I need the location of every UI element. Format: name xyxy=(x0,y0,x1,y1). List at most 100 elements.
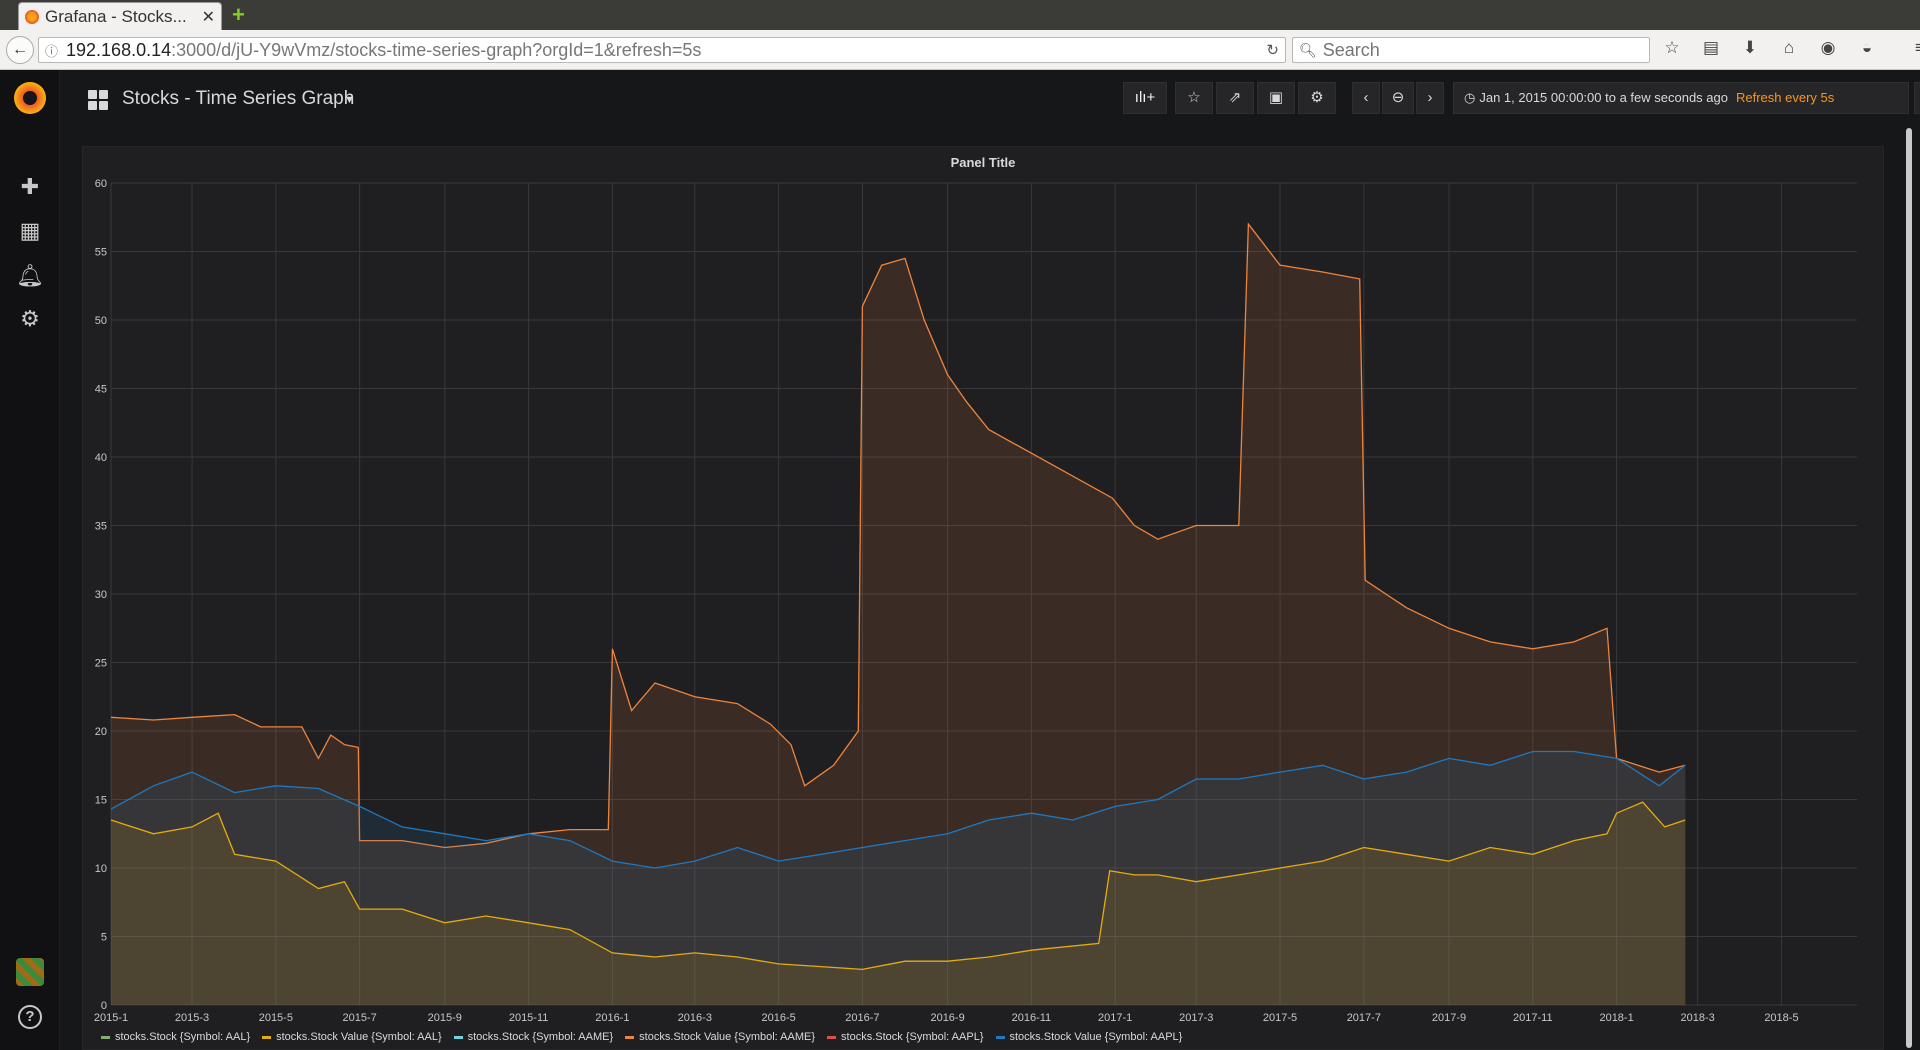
y-tick-label: 30 xyxy=(95,589,107,601)
legend-swatch xyxy=(262,1035,272,1039)
tab-title: Grafana - Stocks... xyxy=(45,6,187,26)
create-plus-icon[interactable]: ✚ xyxy=(20,174,40,199)
x-tick-label: 2015-5 xyxy=(259,1012,293,1024)
x-tick-label: 2018-5 xyxy=(1764,1012,1798,1024)
legend-label: stocks.Stock {Symbol: AAL} xyxy=(115,1031,251,1043)
save-icon: ▣ xyxy=(1268,89,1284,106)
home-icon[interactable]: ⌂ xyxy=(1783,38,1795,57)
x-tick-label: 2015-9 xyxy=(428,1012,462,1024)
download-icon[interactable]: ⬇ xyxy=(1742,38,1758,57)
time-range-label: Jan 1, 2015 00:00:00 to a few seconds ag… xyxy=(1479,90,1728,105)
search-bar[interactable]: 🔍︎ xyxy=(1292,37,1650,63)
help-icon[interactable]: ? xyxy=(18,1005,42,1029)
y-tick-label: 35 xyxy=(95,521,107,533)
share-icon: ⇗ xyxy=(1228,89,1242,106)
legend-swatch xyxy=(101,1035,110,1039)
pocket-icon[interactable]: ◒ xyxy=(1861,38,1873,57)
reading-list-icon[interactable]: ▤ xyxy=(1702,38,1720,57)
site-info-icon[interactable]: ⓘ xyxy=(45,43,59,59)
time-shift-forward-button[interactable]: › xyxy=(1416,82,1444,114)
x-tick-label: 2015-3 xyxy=(175,1012,209,1024)
y-tick-label: 25 xyxy=(95,658,107,670)
star-dashboard-button[interactable]: ☆ xyxy=(1175,82,1213,114)
y-tick-label: 10 xyxy=(95,863,107,875)
bookmark-star-icon[interactable]: ☆ xyxy=(1664,38,1680,57)
save-dashboard-button[interactable]: ▣ xyxy=(1257,82,1295,114)
legend-label: stocks.Stock Value {Symbol: AAL} xyxy=(276,1031,442,1043)
legend-label: stocks.Stock Value {Symbol: AAPL} xyxy=(1009,1031,1183,1043)
dashboard-title[interactable]: Stocks - Time Series Graph xyxy=(122,88,355,109)
legend-item[interactable]: stocks.Stock {Symbol: AAME} xyxy=(453,1031,614,1043)
close-tab-icon[interactable]: ✕ xyxy=(201,8,215,26)
legend-item[interactable]: stocks.Stock Value {Symbol: AAPL} xyxy=(995,1031,1183,1043)
y-tick-label: 0 xyxy=(101,1000,107,1012)
dashboard-nav: Stocks - Time Series Graph ▼ ılı+ ☆ ⇗ ▣ … xyxy=(60,70,1920,126)
x-tick-label: 2016-3 xyxy=(678,1012,712,1024)
star-icon: ☆ xyxy=(1187,89,1201,106)
graph-legend: stocks.Stock {Symbol: AAL} stocks.Stock V… xyxy=(101,1031,1182,1043)
y-tick-label: 40 xyxy=(95,452,107,464)
x-tick-label: 2015-7 xyxy=(343,1012,377,1024)
url-path: :3000/d/jU-Y9wVmz/stocks-time-series-gra… xyxy=(171,39,702,60)
legend-item[interactable]: stocks.Stock {Symbol: AAPL} xyxy=(827,1031,984,1043)
y-tick-label: 15 xyxy=(95,795,107,807)
share-dashboard-button[interactable]: ⇗ xyxy=(1216,82,1254,114)
x-tick-label: 2017-7 xyxy=(1347,1012,1381,1024)
series-line xyxy=(110,222,1686,849)
series-line xyxy=(110,801,1686,971)
series-area xyxy=(111,751,1686,1005)
x-tick-label: 2016-5 xyxy=(761,1012,795,1024)
page-scrollbar[interactable] xyxy=(1904,126,1914,1050)
new-tab-icon[interactable]: + xyxy=(232,2,245,27)
settings-button[interactable]: ⚙ xyxy=(1298,82,1336,114)
x-tick-label: 2018-1 xyxy=(1599,1012,1633,1024)
scrollbar-thumb[interactable] xyxy=(1906,128,1912,1048)
settings-gear-icon: ⚙ xyxy=(1310,89,1324,106)
url-host: 192.168.0.14 xyxy=(66,39,172,60)
user-avatar[interactable] xyxy=(16,958,44,986)
time-series-chart[interactable]: 0 5 10 15 20 25 30 35 40 45 50 55 60 2015-1 2015-3 2015… xyxy=(83,147,1885,1027)
browser-tab-bar: Grafana - Stocks... ✕ + xyxy=(0,0,1920,30)
legend-item[interactable]: stocks.Stock Value {Symbol: AAL} xyxy=(262,1031,442,1043)
back-button[interactable]: ← xyxy=(6,36,34,64)
legend-label: stocks.Stock Value {Symbol: AAME} xyxy=(639,1031,816,1043)
x-tick-label: 2017-9 xyxy=(1432,1012,1466,1024)
browser-toolbar-icons: ☆ ▤ ⬇ ⌂ ◉ ◒ ≡ xyxy=(1660,38,1920,58)
legend-item[interactable]: stocks.Stock {Symbol: AAL} xyxy=(101,1031,250,1043)
y-tick-label: 50 xyxy=(95,315,107,327)
y-tick-label: 55 xyxy=(95,247,107,259)
browser-tab[interactable]: Grafana - Stocks... ✕ xyxy=(18,2,222,30)
legend-item[interactable]: stocks.Stock Value {Symbol: AAME} xyxy=(625,1031,815,1043)
legend-label: stocks.Stock {Symbol: AAPL} xyxy=(841,1031,984,1043)
chat-icon[interactable]: ◉ xyxy=(1820,38,1836,57)
search-input[interactable] xyxy=(1322,39,1643,61)
refresh-button[interactable]: ⟳ xyxy=(1914,82,1920,114)
legend-swatch xyxy=(827,1035,837,1039)
clock-icon: ◷ xyxy=(1464,90,1476,105)
configuration-gear-icon[interactable]: ⚙ xyxy=(20,306,40,331)
x-tick-label: 2017-11 xyxy=(1513,1012,1553,1024)
series-area xyxy=(111,224,1686,1006)
zoom-out-button[interactable]: ⊖ xyxy=(1382,82,1414,114)
add-panel-icon: ılı+ xyxy=(1134,89,1156,106)
chevron-right-icon: › xyxy=(1427,89,1433,106)
x-tick-label: 2016-1 xyxy=(595,1012,629,1024)
x-tick-label: 2015-1 xyxy=(94,1012,128,1024)
add-panel-button[interactable]: ılı+ xyxy=(1123,82,1167,114)
grafana-logo-icon[interactable] xyxy=(14,82,46,114)
time-picker[interactable]: ◷ Jan 1, 2015 00:00:00 to a few seconds a… xyxy=(1453,82,1909,114)
menu-icon[interactable]: ≡ xyxy=(1915,38,1920,57)
time-shift-back-button[interactable]: ‹ xyxy=(1352,82,1380,114)
alerting-bell-icon[interactable]: 🔔︎ xyxy=(16,263,44,288)
legend-swatch xyxy=(625,1035,635,1039)
dashboards-icon[interactable]: ▦ xyxy=(19,218,41,243)
zoom-out-icon: ⊖ xyxy=(1391,89,1405,106)
y-tick-label: 5 xyxy=(101,932,107,944)
x-tick-label: 2016-9 xyxy=(930,1012,964,1024)
caret-down-icon[interactable]: ▼ xyxy=(344,94,355,106)
panel-title[interactable]: Panel Title xyxy=(950,155,1016,170)
url-bar[interactable]: ⓘ 192.168.0.14:3000/d/jU-Y9wVmz/stocks-t… xyxy=(38,37,1286,63)
y-tick-label: 60 xyxy=(95,178,107,190)
legend-label: stocks.Stock {Symbol: AAME} xyxy=(467,1031,614,1043)
reload-icon[interactable]: ↻ xyxy=(1266,42,1279,59)
